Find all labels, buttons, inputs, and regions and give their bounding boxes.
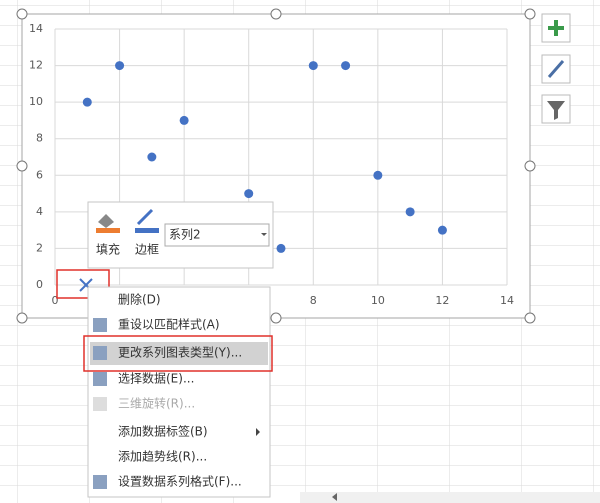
x-tick-label: 8 [310,294,317,307]
y-tick-label: 12 [29,59,43,72]
point [276,243,286,253]
menu-item[interactable]: 重设以匹配样式(A) [118,317,220,332]
menu-highlight [90,342,268,365]
point [147,152,157,162]
point [341,61,351,71]
handles [16,8,536,324]
y-tick-label: 14 [29,22,43,35]
menu-icon [93,475,107,489]
point [115,61,125,71]
menu-icon [93,318,107,332]
x-tick-label: 10 [371,294,385,307]
highlight-box [56,269,110,299]
filter-icon [547,101,565,120]
fill-color [96,228,120,233]
y-tick-label: 0 [36,278,43,291]
menu-icon [93,346,107,360]
menu-item: 三维旋转(R)... [118,396,195,411]
x-tick-label: 12 [435,294,449,307]
series-combo[interactable] [164,223,270,247]
fill-icon[interactable] [98,214,114,228]
point [82,97,92,107]
menu-icon [93,372,107,386]
point [179,115,189,125]
menu-frame [87,286,271,498]
point [405,207,415,217]
y-tick-label: 10 [29,95,43,108]
highlight-box [83,335,273,372]
y-tick-label: 6 [36,168,43,181]
brush-icon [547,60,565,78]
y-tick-label: 8 [36,132,43,145]
context-menu: 删除(D) 重设以匹配样式(A) 更改系列图表类型(Y)... 选择数据(E)... 三… [87,286,271,498]
x-tick-label: 14 [500,294,514,307]
scroll-left[interactable] [332,493,337,501]
border-color [135,228,159,233]
mini-toolbar: 填充 边框 系列2 [87,201,274,269]
menu-item[interactable]: 添加数据标签(B) [118,424,208,439]
combo-arrow [261,233,267,236]
y-tick-label: 2 [36,241,43,254]
point [373,170,383,180]
border-label[interactable]: 边框 [135,243,159,257]
fill-label[interactable]: 填充 [96,242,120,257]
point [244,189,254,199]
point [308,61,318,71]
menu-item[interactable]: 选择数据(E)... [118,371,194,386]
menu-item[interactable]: 更改系列图表类型(Y)... [118,346,242,360]
border-icon[interactable] [136,208,154,226]
menu-icon [93,397,107,411]
scrollbar [300,492,600,503]
menu-item[interactable]: 添加趋势线(R)... [118,450,207,464]
plot: 0246810121402468101214 [29,22,514,307]
menu-item[interactable]: 删除(D) [118,292,161,307]
y-tick-label: 4 [36,205,43,218]
chart-buttons [541,13,571,124]
series-combo-text: 系列2 [169,228,201,242]
x-tick-label: 0 [52,294,59,307]
chart-frame[interactable] [21,13,531,319]
plus-icon [548,20,564,36]
submenu-arrow [256,428,260,436]
scroll-track [300,492,600,503]
menu-item[interactable]: 设置数据系列格式(F)... [118,474,242,489]
point [437,225,447,235]
